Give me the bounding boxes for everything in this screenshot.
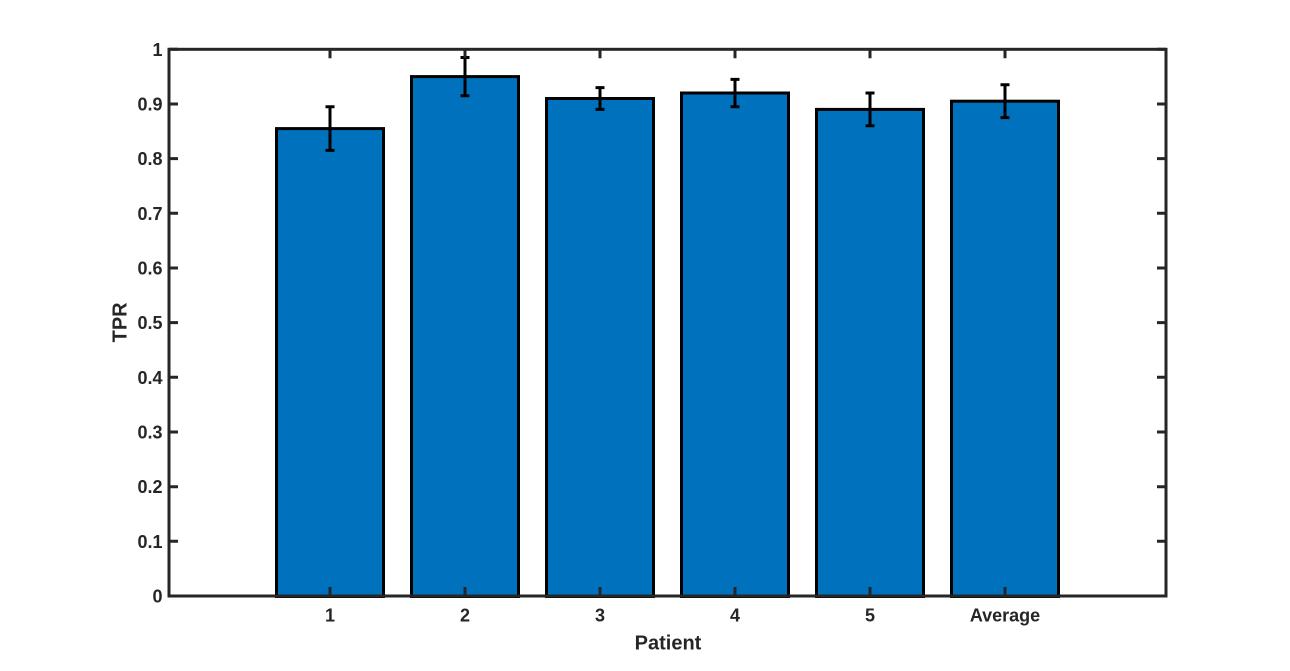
svg-text:0.9: 0.9: [137, 95, 162, 115]
svg-text:5: 5: [865, 606, 875, 626]
svg-text:0.7: 0.7: [137, 204, 162, 224]
svg-text:0.6: 0.6: [137, 259, 162, 279]
svg-text:0.1: 0.1: [137, 532, 162, 552]
svg-text:3: 3: [595, 606, 605, 626]
svg-text:0.8: 0.8: [137, 149, 162, 169]
svg-text:1: 1: [152, 40, 162, 60]
svg-text:0.4: 0.4: [137, 368, 162, 388]
svg-text:0.2: 0.2: [137, 477, 162, 497]
svg-text:4: 4: [730, 606, 740, 626]
svg-text:Average: Average: [970, 606, 1040, 626]
svg-text:0.3: 0.3: [137, 423, 162, 443]
svg-text:0: 0: [152, 587, 162, 607]
svg-text:0.5: 0.5: [137, 313, 162, 333]
svg-text:2: 2: [460, 606, 470, 626]
svg-text:Patient: Patient: [635, 633, 702, 655]
svg-text:1: 1: [325, 606, 335, 626]
svg-text:TPR: TPR: [110, 302, 132, 343]
